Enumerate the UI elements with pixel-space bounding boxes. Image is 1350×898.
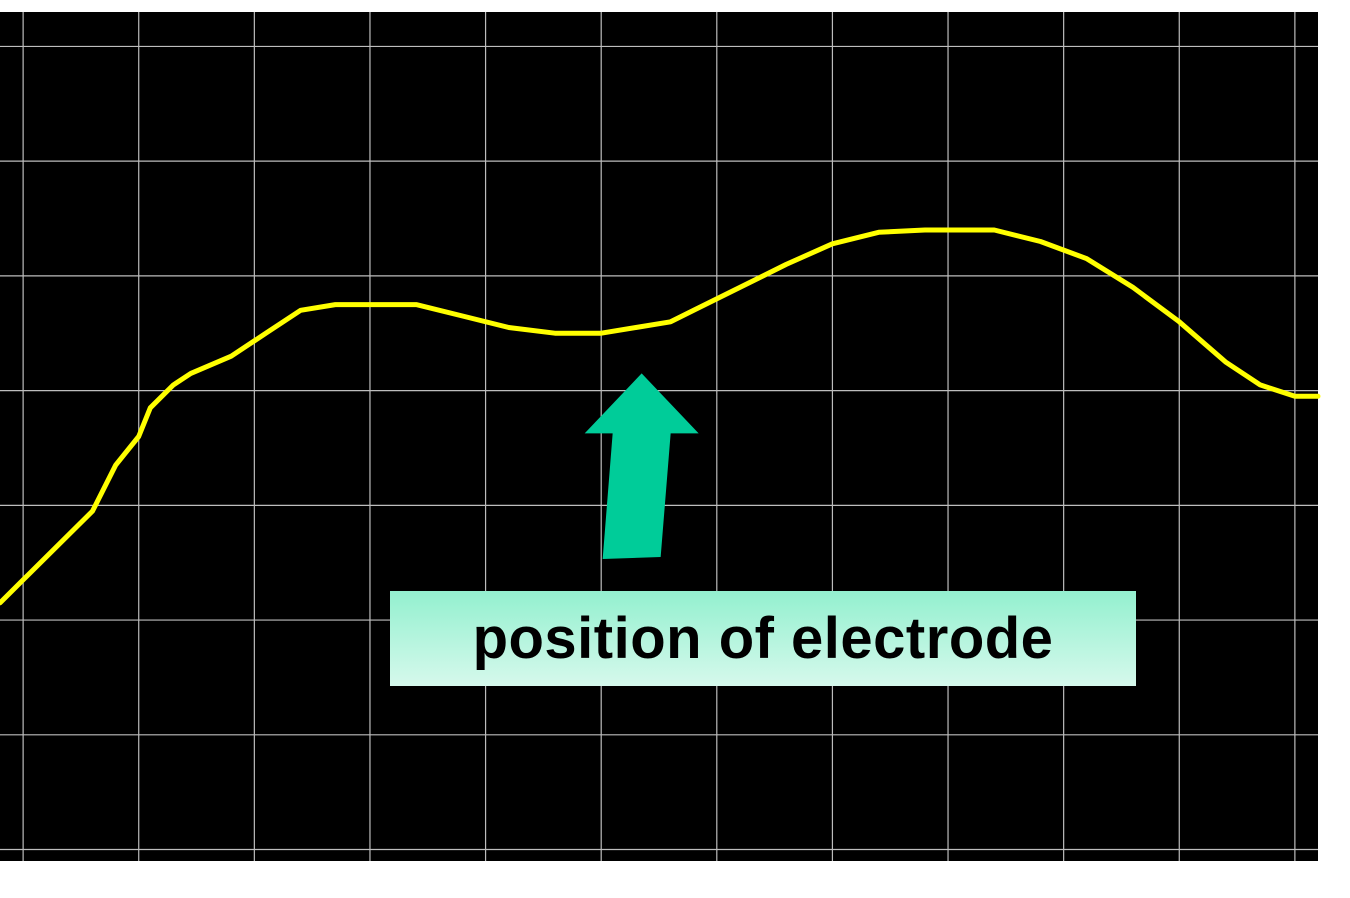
- annotation-arrow-group: [584, 373, 699, 559]
- annotation-arrow-0: [584, 373, 699, 559]
- series-line-0: [0, 227, 1321, 606]
- annotation-label-box: position of electrode: [390, 591, 1136, 686]
- annotation-label: position of electrode: [472, 606, 1054, 671]
- series-group: [0, 227, 1321, 606]
